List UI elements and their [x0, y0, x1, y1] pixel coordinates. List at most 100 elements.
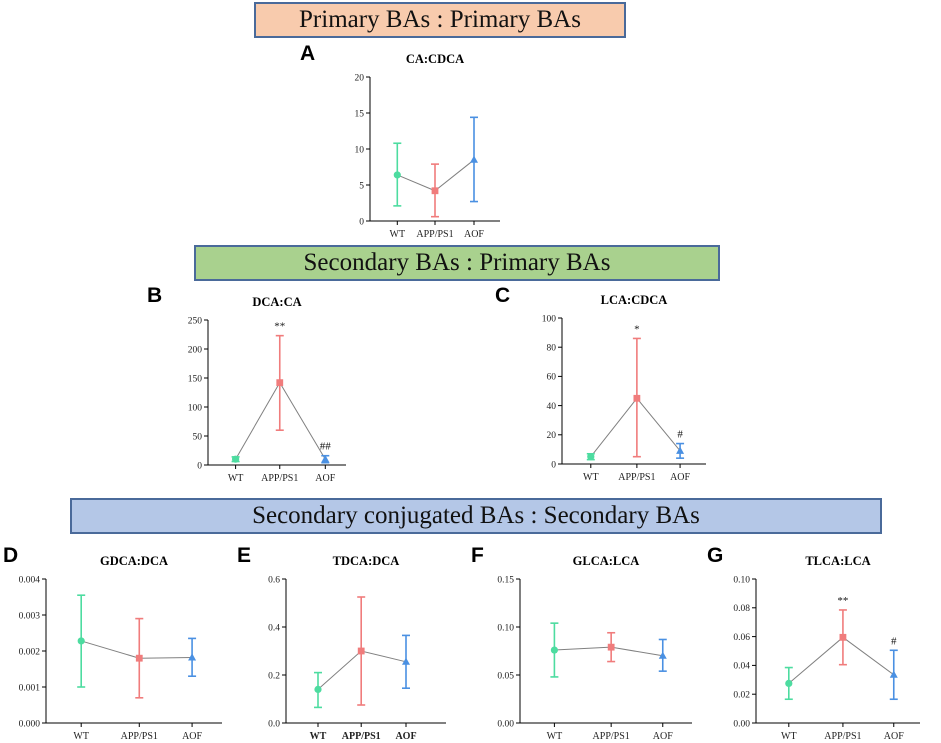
x-tick-label: APP/PS1	[824, 731, 861, 742]
x-tick-label: WT	[390, 229, 406, 240]
panel-letter-c: C	[495, 284, 511, 307]
y-tick-label: 0.04	[733, 662, 750, 672]
banner-conjugated: Secondary conjugated BAs : Secondary BAs	[70, 498, 882, 534]
y-tick-label: 0.001	[19, 683, 41, 693]
y-tick-label: 100	[188, 403, 203, 413]
x-tick-label: AOF	[395, 731, 416, 742]
x-tick-label: APP/PS1	[618, 472, 655, 483]
y-tick-label: 40	[547, 402, 557, 412]
y-tick-label: 0	[197, 461, 202, 471]
data-point-1	[276, 379, 284, 387]
x-tick-label: AOF	[315, 473, 335, 484]
x-tick-label: APP/PS1	[121, 731, 158, 742]
y-tick-label: 20	[547, 431, 557, 441]
y-tick-label: 0.004	[19, 575, 41, 585]
data-point-1	[633, 394, 641, 402]
chart-group: GDCA:DCA 0.000 0.001 0.002 0.003 0.004 WT APP/P…	[19, 554, 222, 742]
y-tick-label: 0.2	[268, 671, 280, 681]
chart-title: GDCA:DCA	[100, 554, 168, 568]
chart-title: CA:CDCA	[406, 52, 464, 66]
x-tick-label: AOF	[884, 731, 904, 742]
y-tick-label: 0.6	[268, 575, 280, 585]
chart-title: LCA:CDCA	[601, 293, 668, 307]
data-point-1	[839, 633, 847, 641]
y-tick-label: 200	[188, 345, 203, 355]
x-tick-label: APP/PS1	[416, 229, 453, 240]
x-tick-label: APP/PS1	[261, 473, 298, 484]
chart-group: DCA:CA 0 50 100 150 200 250 WT APP/PS1 AOF ** ##	[188, 295, 346, 484]
data-point-2	[321, 455, 330, 463]
x-tick-label: AOF	[670, 472, 690, 483]
x-tick-label: AOF	[182, 731, 202, 742]
y-tick-label: 0.00	[733, 719, 750, 729]
x-tick-label: WT	[583, 472, 599, 483]
data-point-2	[470, 155, 478, 163]
x-tick-label: AOF	[464, 229, 484, 240]
y-tick-label: 0.15	[497, 575, 514, 585]
y-tick-label: 0.4	[268, 623, 280, 633]
data-point-1	[357, 647, 365, 655]
chart-title: TDCA:DCA	[333, 554, 400, 568]
x-tick-label: WT	[228, 473, 244, 484]
x-tick-label: APP/PS1	[593, 731, 630, 742]
data-point-2	[188, 653, 197, 661]
y-tick-label: 0.000	[19, 719, 41, 729]
y-tick-label: 150	[188, 374, 203, 384]
y-tick-label: 80	[547, 344, 557, 354]
y-tick-label: 15	[355, 109, 365, 119]
data-point-1	[135, 654, 143, 662]
x-tick-label: WT	[310, 731, 327, 742]
y-tick-label: 10	[355, 145, 365, 155]
chart-title: GLCA:LCA	[573, 554, 640, 568]
panel-letter-b: B	[147, 284, 163, 307]
panel-letter-f: F	[471, 544, 484, 567]
x-tick-label: AOF	[653, 731, 673, 742]
significance-annotation: #	[891, 635, 897, 647]
y-tick-label: 0.002	[19, 647, 41, 657]
data-point-0	[785, 679, 793, 688]
chart-group: GLCA:LCA 0.00 0.05 0.10 0.15 WT APP/PS1 AOF	[497, 554, 692, 742]
y-tick-label: 50	[193, 432, 203, 442]
y-tick-label: 0.05	[497, 671, 514, 681]
y-tick-label: 0	[359, 217, 364, 227]
banner-primary: Primary BAs : Primary BAs	[254, 2, 626, 38]
chart-group: LCA:CDCA 0 20 40 60 80 100 WT APP/PS1 AOF * #	[542, 293, 706, 483]
y-tick-label: 0.02	[733, 691, 750, 701]
panel-letter-d: D	[3, 544, 19, 567]
data-point-1	[431, 187, 439, 195]
x-tick-label: WT	[73, 731, 89, 742]
significance-annotation: *	[634, 323, 640, 335]
y-tick-label: 0.00	[497, 719, 514, 729]
y-tick-label: 5	[359, 181, 364, 191]
panel-letter-g: G	[707, 544, 724, 567]
panel-letter-e: E	[237, 544, 252, 567]
data-point-0	[232, 455, 240, 463]
x-tick-label: WT	[547, 731, 563, 742]
significance-annotation: **	[837, 595, 848, 607]
data-point-0	[314, 685, 322, 694]
y-tick-label: 0.06	[733, 633, 750, 643]
data-point-2	[402, 657, 410, 665]
significance-annotation: **	[274, 321, 285, 333]
y-tick-label: 100	[542, 314, 557, 324]
chart-group: TDCA:DCA 0.0 0.2 0.4 0.6 WT APP/PS1 AOF	[268, 554, 446, 742]
significance-annotation: #	[677, 429, 683, 441]
x-tick-label: WT	[781, 731, 797, 742]
chart-title: DCA:CA	[252, 295, 301, 309]
y-tick-label: 250	[188, 316, 203, 326]
data-point-0	[393, 171, 401, 179]
y-tick-label: 0.003	[19, 611, 41, 621]
chart-group: CA:CDCA 0 5 10 15 20 WT APP/PS1 AOF	[355, 52, 500, 240]
data-point-0	[77, 637, 85, 645]
y-tick-label: 0.0	[268, 719, 280, 729]
x-tick-label: APP/PS1	[342, 731, 381, 742]
y-tick-label: 0	[551, 460, 556, 470]
data-point-2	[658, 651, 667, 659]
y-tick-label: 0.10	[497, 623, 514, 633]
series-line	[788, 636, 895, 684]
y-tick-label: 0.08	[733, 604, 750, 614]
significance-annotation: ##	[320, 441, 332, 453]
